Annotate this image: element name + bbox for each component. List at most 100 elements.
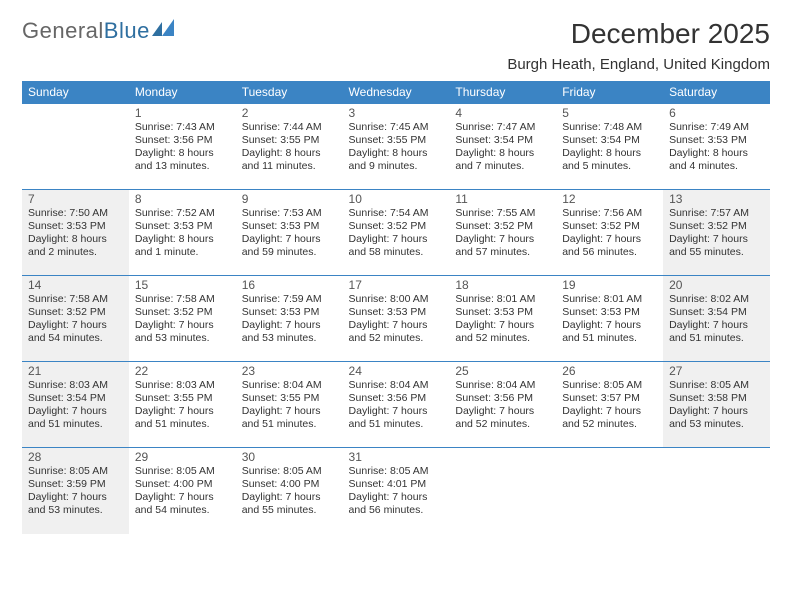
page-title: December 2025 <box>507 18 770 50</box>
sunrise-text: Sunrise: 8:03 AM <box>135 379 230 392</box>
sunrise-text: Sunrise: 7:50 AM <box>28 207 123 220</box>
calendar-cell: 22Sunrise: 8:03 AMSunset: 3:55 PMDayligh… <box>129 362 236 448</box>
calendar-week-row: 7Sunrise: 7:50 AMSunset: 3:53 PMDaylight… <box>22 190 770 276</box>
calendar-cell: 27Sunrise: 8:05 AMSunset: 3:58 PMDayligh… <box>663 362 770 448</box>
daylight-text: Daylight: 8 hours and 1 minute. <box>135 233 230 259</box>
day-details: Sunrise: 8:01 AMSunset: 3:53 PMDaylight:… <box>562 293 657 346</box>
calendar-cell: 12Sunrise: 7:56 AMSunset: 3:52 PMDayligh… <box>556 190 663 276</box>
sunrise-text: Sunrise: 7:59 AM <box>242 293 337 306</box>
logo-word-blue: Blue <box>104 18 150 43</box>
sunset-text: Sunset: 4:01 PM <box>349 478 444 491</box>
day-number: 25 <box>455 364 550 378</box>
sunrise-text: Sunrise: 7:44 AM <box>242 121 337 134</box>
logo-word-general: General <box>22 18 104 43</box>
calendar-cell: 13Sunrise: 7:57 AMSunset: 3:52 PMDayligh… <box>663 190 770 276</box>
day-number: 21 <box>28 364 123 378</box>
sunset-text: Sunset: 3:56 PM <box>349 392 444 405</box>
calendar-cell: 25Sunrise: 8:04 AMSunset: 3:56 PMDayligh… <box>449 362 556 448</box>
day-details: Sunrise: 7:59 AMSunset: 3:53 PMDaylight:… <box>242 293 337 346</box>
calendar-week-row: 28Sunrise: 8:05 AMSunset: 3:59 PMDayligh… <box>22 448 770 534</box>
day-number: 13 <box>669 192 764 206</box>
daylight-text: Daylight: 7 hours and 51 minutes. <box>135 405 230 431</box>
daylight-text: Daylight: 7 hours and 57 minutes. <box>455 233 550 259</box>
calendar-cell: 26Sunrise: 8:05 AMSunset: 3:57 PMDayligh… <box>556 362 663 448</box>
sunset-text: Sunset: 3:55 PM <box>242 392 337 405</box>
daylight-text: Daylight: 7 hours and 58 minutes. <box>349 233 444 259</box>
day-header: Sunday <box>22 81 129 104</box>
sunrise-text: Sunrise: 7:47 AM <box>455 121 550 134</box>
daylight-text: Daylight: 7 hours and 54 minutes. <box>135 491 230 517</box>
title-block: December 2025 Burgh Heath, England, Unit… <box>507 18 770 81</box>
daylight-text: Daylight: 7 hours and 53 minutes. <box>135 319 230 345</box>
logo-text: GeneralBlue <box>22 18 150 44</box>
day-number: 10 <box>349 192 444 206</box>
sunrise-text: Sunrise: 7:56 AM <box>562 207 657 220</box>
daylight-text: Daylight: 7 hours and 51 minutes. <box>349 405 444 431</box>
daylight-text: Daylight: 7 hours and 52 minutes. <box>455 405 550 431</box>
daylight-text: Daylight: 8 hours and 4 minutes. <box>669 147 764 173</box>
sunset-text: Sunset: 3:53 PM <box>242 306 337 319</box>
day-details: Sunrise: 7:49 AMSunset: 3:53 PMDaylight:… <box>669 121 764 174</box>
daylight-text: Daylight: 8 hours and 11 minutes. <box>242 147 337 173</box>
sunset-text: Sunset: 4:00 PM <box>242 478 337 491</box>
daylight-text: Daylight: 8 hours and 5 minutes. <box>562 147 657 173</box>
sunset-text: Sunset: 3:53 PM <box>669 134 764 147</box>
sunrise-text: Sunrise: 8:04 AM <box>242 379 337 392</box>
calendar-cell: 18Sunrise: 8:01 AMSunset: 3:53 PMDayligh… <box>449 276 556 362</box>
sunset-text: Sunset: 3:56 PM <box>455 392 550 405</box>
day-details: Sunrise: 7:48 AMSunset: 3:54 PMDaylight:… <box>562 121 657 174</box>
calendar-body: 1Sunrise: 7:43 AMSunset: 3:56 PMDaylight… <box>22 104 770 534</box>
day-number: 29 <box>135 450 230 464</box>
calendar-cell: 6Sunrise: 7:49 AMSunset: 3:53 PMDaylight… <box>663 104 770 190</box>
sunrise-text: Sunrise: 8:03 AM <box>28 379 123 392</box>
calendar-week-row: 21Sunrise: 8:03 AMSunset: 3:54 PMDayligh… <box>22 362 770 448</box>
calendar-week-row: 14Sunrise: 7:58 AMSunset: 3:52 PMDayligh… <box>22 276 770 362</box>
day-number: 26 <box>562 364 657 378</box>
calendar-header-row: Sunday Monday Tuesday Wednesday Thursday… <box>22 81 770 104</box>
calendar-cell: 7Sunrise: 7:50 AMSunset: 3:53 PMDaylight… <box>22 190 129 276</box>
day-details: Sunrise: 7:47 AMSunset: 3:54 PMDaylight:… <box>455 121 550 174</box>
sunset-text: Sunset: 3:55 PM <box>349 134 444 147</box>
day-number: 2 <box>242 106 337 120</box>
daylight-text: Daylight: 7 hours and 51 minutes. <box>28 405 123 431</box>
day-number: 17 <box>349 278 444 292</box>
day-details: Sunrise: 7:50 AMSunset: 3:53 PMDaylight:… <box>28 207 123 260</box>
sunrise-text: Sunrise: 8:05 AM <box>242 465 337 478</box>
calendar-cell: 30Sunrise: 8:05 AMSunset: 4:00 PMDayligh… <box>236 448 343 534</box>
calendar-week-row: 1Sunrise: 7:43 AMSunset: 3:56 PMDaylight… <box>22 104 770 190</box>
daylight-text: Daylight: 8 hours and 13 minutes. <box>135 147 230 173</box>
daylight-text: Daylight: 7 hours and 56 minutes. <box>349 491 444 517</box>
calendar-cell: 21Sunrise: 8:03 AMSunset: 3:54 PMDayligh… <box>22 362 129 448</box>
daylight-text: Daylight: 7 hours and 51 minutes. <box>669 319 764 345</box>
sunrise-text: Sunrise: 7:45 AM <box>349 121 444 134</box>
calendar-cell: 19Sunrise: 8:01 AMSunset: 3:53 PMDayligh… <box>556 276 663 362</box>
day-number: 28 <box>28 450 123 464</box>
sunrise-text: Sunrise: 7:55 AM <box>455 207 550 220</box>
day-number: 19 <box>562 278 657 292</box>
sunset-text: Sunset: 3:55 PM <box>135 392 230 405</box>
day-number: 3 <box>349 106 444 120</box>
day-number: 14 <box>28 278 123 292</box>
sunset-text: Sunset: 3:52 PM <box>28 306 123 319</box>
calendar-cell: 17Sunrise: 8:00 AMSunset: 3:53 PMDayligh… <box>343 276 450 362</box>
calendar-cell: 10Sunrise: 7:54 AMSunset: 3:52 PMDayligh… <box>343 190 450 276</box>
day-details: Sunrise: 8:05 AMSunset: 3:59 PMDaylight:… <box>28 465 123 518</box>
day-header: Tuesday <box>236 81 343 104</box>
calendar-cell: 1Sunrise: 7:43 AMSunset: 3:56 PMDaylight… <box>129 104 236 190</box>
sunset-text: Sunset: 3:56 PM <box>135 134 230 147</box>
logo: GeneralBlue <box>22 18 178 44</box>
daylight-text: Daylight: 7 hours and 52 minutes. <box>562 405 657 431</box>
day-details: Sunrise: 8:04 AMSunset: 3:56 PMDaylight:… <box>349 379 444 432</box>
day-details: Sunrise: 8:03 AMSunset: 3:55 PMDaylight:… <box>135 379 230 432</box>
day-number: 30 <box>242 450 337 464</box>
sunset-text: Sunset: 3:59 PM <box>28 478 123 491</box>
daylight-text: Daylight: 7 hours and 54 minutes. <box>28 319 123 345</box>
day-details: Sunrise: 7:57 AMSunset: 3:52 PMDaylight:… <box>669 207 764 260</box>
day-details: Sunrise: 8:00 AMSunset: 3:53 PMDaylight:… <box>349 293 444 346</box>
day-details: Sunrise: 8:05 AMSunset: 4:00 PMDaylight:… <box>242 465 337 518</box>
daylight-text: Daylight: 7 hours and 53 minutes. <box>242 319 337 345</box>
sunset-text: Sunset: 3:53 PM <box>349 306 444 319</box>
sunrise-text: Sunrise: 7:58 AM <box>135 293 230 306</box>
calendar-cell: 15Sunrise: 7:58 AMSunset: 3:52 PMDayligh… <box>129 276 236 362</box>
calendar-cell: 29Sunrise: 8:05 AMSunset: 4:00 PMDayligh… <box>129 448 236 534</box>
